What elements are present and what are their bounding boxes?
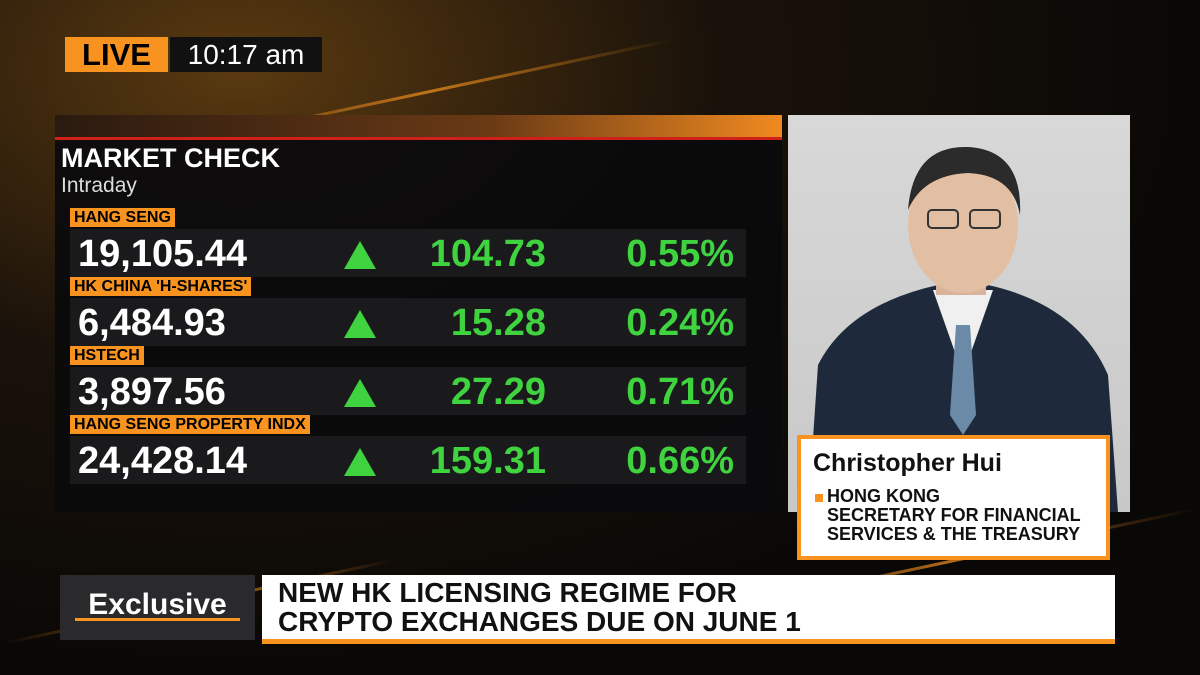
headline-line: CRYPTO EXCHANGES DUE ON JUNE 1 — [278, 606, 801, 637]
index-value: 3,897.56 — [78, 371, 226, 413]
headline-box: NEW HK LICENSING REGIME FOR CRYPTO EXCHA… — [262, 575, 1115, 644]
index-percent: 0.71% — [626, 371, 734, 413]
index-name: HANG SENG — [70, 208, 175, 227]
index-name: HK CHINA 'H-SHARES' — [70, 277, 252, 296]
arrow-icon — [344, 379, 376, 407]
guest-title-line: HONG KONG — [827, 486, 941, 506]
arrow-icon — [344, 448, 376, 476]
arrow-icon — [344, 241, 376, 269]
panel-title: MARKET CHECK — [61, 143, 280, 173]
index-change: 15.28 — [450, 302, 546, 344]
index-row: 19,105.44 104.73 0.55% — [70, 229, 746, 277]
up-arrow — [342, 377, 378, 414]
name-card: Christopher Hui HONG KONG SECRETARY FOR … — [797, 435, 1110, 560]
bullet — [815, 494, 823, 502]
panel-header-bar — [55, 115, 782, 140]
guest-title-line: SECRETARY FOR FINANCIAL — [827, 505, 1081, 525]
index-value: 19,105.44 — [78, 233, 248, 275]
tag-underline — [75, 618, 240, 621]
headline-line: NEW HK LICENSING REGIME FOR — [278, 577, 737, 608]
index-row: 3,897.56 27.29 0.71% — [70, 367, 746, 415]
index-value: 24,428.14 — [78, 440, 248, 482]
guest-title-line: SERVICES & THE TREASURY — [827, 524, 1081, 544]
panel-subtitle: Intraday — [61, 174, 137, 197]
index-percent: 0.24% — [626, 302, 734, 344]
up-arrow — [342, 239, 378, 276]
index-change: 159.31 — [429, 440, 546, 482]
up-arrow — [342, 308, 378, 345]
index-percent: 0.66% — [626, 440, 734, 482]
index-percent: 0.55% — [626, 233, 734, 275]
index-row: 6,484.93 15.28 0.24% — [70, 298, 746, 346]
up-arrow — [342, 446, 378, 483]
arrow-icon — [344, 310, 376, 338]
live-badge: LIVE — [65, 37, 168, 72]
headline-tag: Exclusive — [60, 575, 255, 640]
index-row: 24,428.14 159.31 0.66% — [70, 436, 746, 484]
index-name: HANG SENG PROPERTY INDX — [70, 415, 310, 434]
index-change: 104.73 — [429, 233, 546, 275]
index-value: 6,484.93 — [78, 302, 226, 344]
guest-name: Christopher Hui — [813, 449, 1002, 477]
clock: 10:17 am — [170, 37, 322, 72]
index-change: 27.29 — [450, 371, 546, 413]
index-name: HSTECH — [70, 346, 144, 365]
